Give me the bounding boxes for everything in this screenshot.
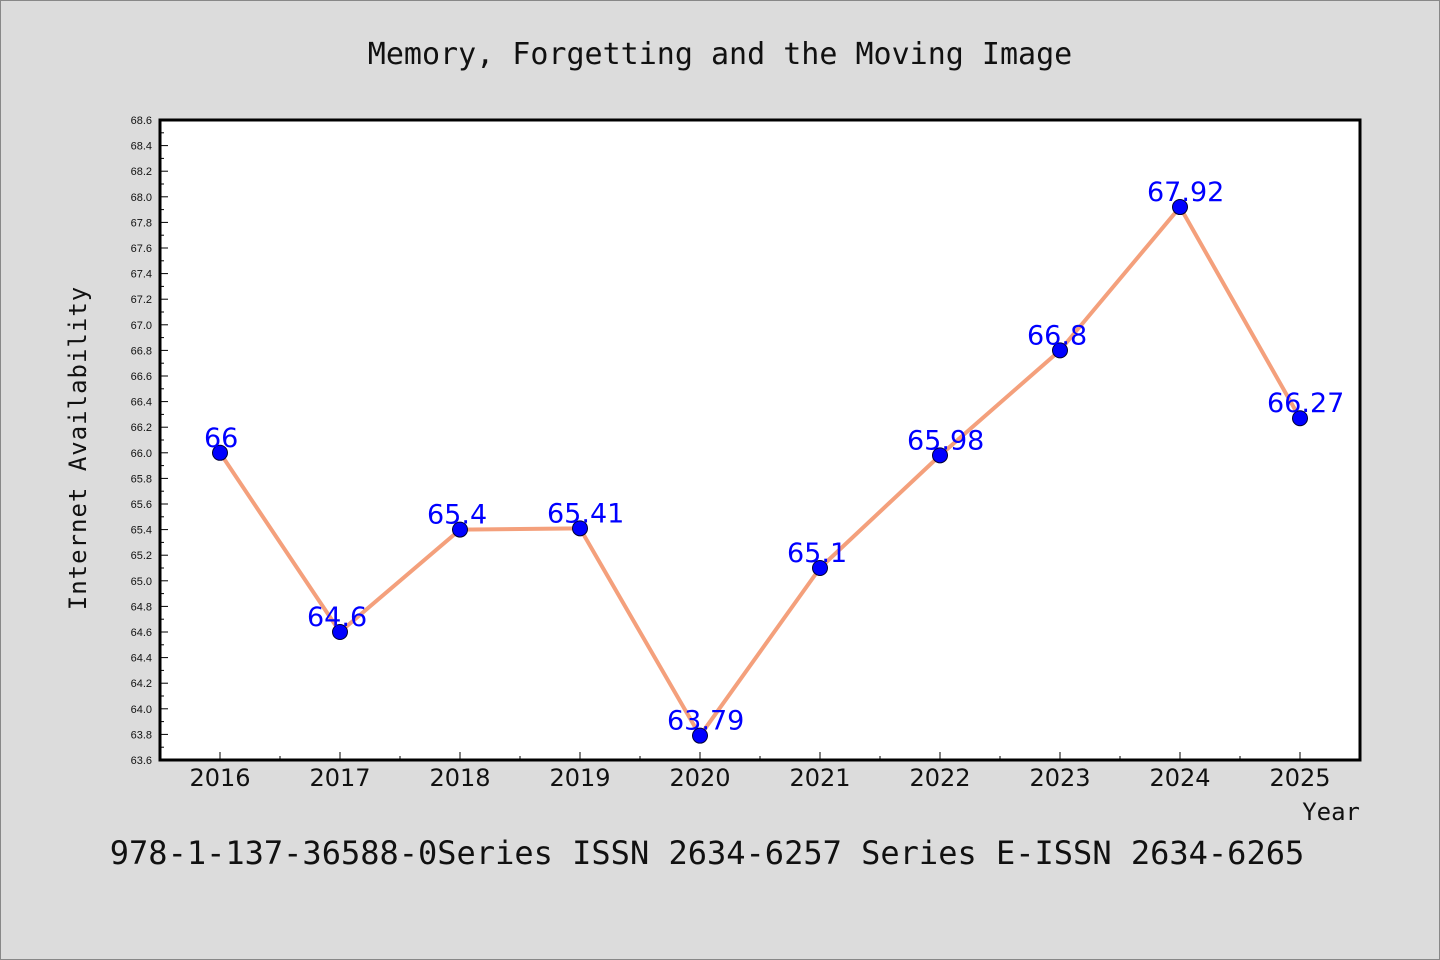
y-tick-label: 65.6 <box>131 499 152 511</box>
data-label: 66 <box>204 423 238 454</box>
y-tick-label: 68.2 <box>131 166 152 178</box>
x-tick-label: 2021 <box>789 764 850 792</box>
data-point <box>1052 342 1068 359</box>
y-tick-label: 66.6 <box>131 371 152 383</box>
data-point <box>452 521 468 538</box>
data-label: 66.8 <box>1027 320 1087 351</box>
data-point <box>1172 199 1188 216</box>
y-tick-label: 64.4 <box>131 653 152 665</box>
y-tick-label: 65.0 <box>131 576 152 588</box>
x-tick-label: 2023 <box>1029 764 1090 792</box>
plot-frame <box>158 118 1362 762</box>
data-point <box>932 447 948 464</box>
y-tick-label: 68.0 <box>131 192 152 204</box>
data-point <box>212 444 228 461</box>
x-tick-label: 2024 <box>1149 764 1210 792</box>
data-label: 65.4 <box>427 500 487 531</box>
y-tick-label: 66.8 <box>131 345 152 357</box>
data-labels-group: 66 64.6 65.4 65.41 63.79 65.1 65.98 66.8 67.92 66… <box>204 177 1344 737</box>
x-tick-label: 2017 <box>309 764 370 792</box>
data-point <box>332 624 348 640</box>
footer-isbn-text: 978-1-137-36588-0Series ISSN 2634-6257 S… <box>110 834 1304 872</box>
data-label: 64.6 <box>307 602 367 633</box>
data-label: 65.41 <box>547 498 624 529</box>
x-axis-ticks: 2016 2017 2018 2019 2020 2021 2022 2023 2024 2025 <box>189 752 1331 792</box>
data-point <box>812 560 828 576</box>
data-label: 63.79 <box>667 706 744 737</box>
y-tick-label: 66.2 <box>131 422 152 434</box>
y-tick-label: 68.4 <box>131 141 152 153</box>
data-label: 65.1 <box>787 538 847 569</box>
y-tick-label: 64.8 <box>131 601 152 613</box>
series-line <box>218 205 1302 738</box>
y-tick-label: 66.4 <box>131 397 152 409</box>
y-tick-label: 64.2 <box>131 678 152 690</box>
x-tick-label: 2018 <box>429 764 490 792</box>
y-axis-ticks: 63.6 63.8 64.0 64.2 64.4 64.6 64.8 65.0 65.2 65.4… <box>131 115 168 767</box>
data-label: 66.27 <box>1267 388 1344 419</box>
plot-area <box>160 120 1360 760</box>
y-tick-label: 67.8 <box>131 217 152 229</box>
series-line-group <box>212 199 1308 744</box>
y-tick-label: 64.6 <box>131 627 152 639</box>
x-axis-label: Year <box>1302 798 1360 826</box>
x-tick-label: 2016 <box>189 764 250 792</box>
y-tick-label: 67.6 <box>131 243 152 255</box>
y-tick-label: 65.8 <box>131 473 152 485</box>
x-tick-label: 2020 <box>669 764 730 792</box>
y-tick-label: 63.8 <box>131 729 152 741</box>
data-point <box>572 520 588 537</box>
data-point <box>1292 410 1308 427</box>
y-tick-label: 65.4 <box>131 525 152 537</box>
x-tick-label: 2019 <box>549 764 610 792</box>
y-tick-label: 66.0 <box>131 448 152 460</box>
y-tick-label: 67.0 <box>131 320 152 332</box>
y-tick-label: 67.2 <box>131 294 152 306</box>
data-label: 65.98 <box>907 425 984 456</box>
y-axis-label: Internet Availability <box>64 286 92 610</box>
y-tick-label: 65.2 <box>131 550 152 562</box>
y-tick-label: 67.4 <box>131 269 152 281</box>
data-label: 67.92 <box>1147 177 1224 208</box>
x-tick-label: 2025 <box>1269 764 1330 792</box>
y-tick-label: 64.0 <box>131 704 152 716</box>
x-tick-label: 2022 <box>909 764 970 792</box>
y-tick-label: 63.6 <box>131 755 152 767</box>
y-tick-label: 68.6 <box>131 115 152 127</box>
data-point <box>692 727 708 744</box>
chart-title: Memory, Forgetting and the Moving Image <box>368 37 1072 72</box>
